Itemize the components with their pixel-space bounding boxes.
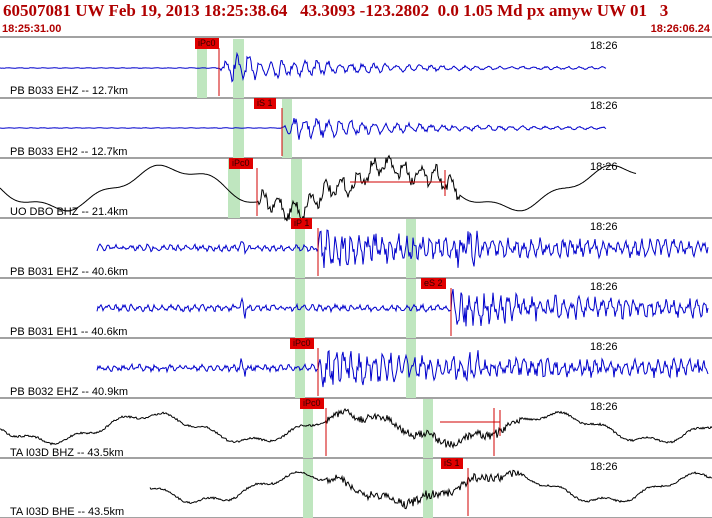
trace-label-1: PB B033 EHZ -- 12.7km (10, 85, 128, 97)
trace-clock-1: 18:26 (590, 40, 618, 52)
event-header-title: 60507081 UW Feb 19, 2013 18:25:38.64 43.… (3, 1, 669, 20)
pick-flag-7[interactable]: iPc0 (300, 398, 324, 409)
analysis-window (303, 399, 313, 458)
analysis-window (233, 99, 244, 158)
trace-clock-8: 18:26 (590, 461, 618, 473)
pick-flag-3[interactable]: iPc0 (229, 158, 253, 169)
pick-flag-8[interactable]: iS 1 (441, 458, 463, 469)
analysis-window (291, 159, 302, 218)
analysis-window (295, 339, 305, 398)
trace-clock-4: 18:26 (590, 221, 618, 233)
analysis-window (197, 39, 207, 98)
analysis-window (423, 399, 433, 458)
pick-flag-2[interactable]: iS 1 (254, 98, 276, 109)
analysis-window (228, 159, 240, 218)
trace-clock-2: 18:26 (590, 100, 618, 112)
waveform-trace-2 (0, 117, 607, 140)
pick-flag-4[interactable]: iP 1 (291, 218, 313, 229)
trace-clock-3: 18:26 (590, 161, 618, 173)
waveform-trace-7 (0, 408, 712, 449)
waveform-trace-3 (0, 154, 637, 222)
analysis-window (423, 459, 433, 518)
analysis-window (282, 99, 292, 158)
trace-label-2: PB B033 EH2 -- 12.7km (10, 146, 128, 158)
waveform-trace-8 (149, 469, 712, 510)
pick-flag-6[interactable]: iPc0 (290, 338, 314, 349)
trace-label-4: PB B031 EHZ -- 40.6km (10, 266, 128, 278)
trace-label-3: UO DBO BHZ -- 21.4km (10, 206, 128, 218)
trace-label-5: PB B031 EH1 -- 40.6km (10, 326, 128, 338)
waveform-trace-5 (96, 289, 709, 327)
analysis-window (295, 279, 305, 338)
analysis-window (303, 459, 313, 518)
waveform-trace-4 (96, 229, 709, 269)
trace-label-8: TA I03D BHE -- 43.5km (10, 506, 125, 518)
waveform-trace-1 (0, 51, 607, 83)
trace-clock-7: 18:26 (590, 401, 618, 413)
trace-label-6: PB B032 EHZ -- 40.9km (10, 386, 128, 398)
analysis-window (295, 219, 305, 278)
pick-flag-1[interactable]: iPc0 (195, 38, 219, 49)
analysis-window (406, 219, 416, 278)
pick-flag-5[interactable]: eS 2 (421, 278, 446, 289)
trace-label-7: TA I03D BHZ -- 43.5km (10, 447, 124, 459)
analysis-window (233, 39, 244, 98)
trace-clock-6: 18:26 (590, 341, 618, 353)
window-end-time: 18:26:06.24 (650, 23, 710, 35)
waveform-trace-6 (96, 349, 709, 388)
window-start-time: 18:25:31.00 (2, 23, 62, 35)
analysis-window (406, 279, 416, 338)
trace-clock-5: 18:26 (590, 281, 618, 293)
